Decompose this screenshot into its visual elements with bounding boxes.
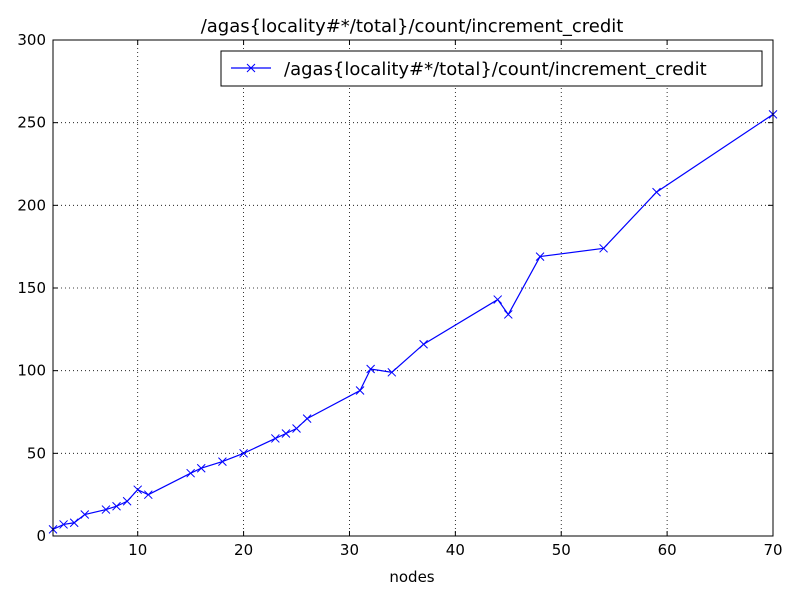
- data-point-marker: [387, 367, 397, 377]
- grid-lines: [53, 40, 773, 536]
- x-tick-label: 30: [340, 541, 359, 559]
- legend-box: [220, 50, 763, 87]
- y-tick-label: 300: [17, 31, 46, 49]
- x-tick-label: 40: [446, 541, 465, 559]
- data-point-marker: [355, 386, 365, 395]
- data-point-marker: [133, 485, 143, 495]
- x-tick-label: 70: [763, 541, 782, 559]
- data-point-marker: [652, 187, 661, 197]
- data-point-marker: [419, 339, 428, 349]
- x-tick-label: 50: [552, 541, 571, 559]
- x-tick-label: 60: [658, 541, 677, 559]
- data-point-marker: [239, 448, 248, 458]
- data-point-marker: [292, 424, 301, 433]
- axis-ticks: 10 20 30 40 50 60 70 0 50 100 150 200 250 300: [17, 31, 782, 559]
- data-point-marker: [196, 463, 206, 473]
- data-point-marker: [186, 468, 196, 478]
- data-point-marker: [270, 434, 280, 443]
- data-point-marker: [218, 457, 227, 466]
- data-series: [48, 110, 778, 534]
- y-tick-label: 100: [17, 362, 46, 380]
- x-tick-label: 20: [234, 541, 253, 559]
- y-tick-label: 200: [17, 196, 46, 214]
- data-point-marker: [599, 243, 608, 253]
- data-point-marker: [122, 496, 132, 506]
- data-point-marker: [535, 252, 545, 261]
- series-line: [52, 113, 774, 530]
- data-point-marker: [143, 490, 153, 500]
- legend-marker-sample: [246, 63, 256, 73]
- legend-entry-label: /agas{locality#*/total}/count/increment_…: [284, 59, 707, 80]
- data-point-marker: [59, 520, 68, 529]
- y-tick-label: 0: [36, 527, 46, 545]
- chart-title: /agas{locality#*/total}/count/increment_…: [201, 16, 624, 37]
- y-tick-label: 150: [17, 279, 46, 297]
- data-point-marker: [80, 510, 90, 519]
- data-point-marker: [493, 295, 503, 304]
- data-point-marker: [302, 414, 312, 423]
- data-point-marker: [101, 505, 111, 514]
- legend: /agas{locality#*/total}/count/increment_…: [220, 50, 763, 87]
- data-point-marker: [69, 518, 79, 528]
- data-point-marker: [503, 310, 513, 319]
- x-tick-label: 10: [128, 541, 147, 559]
- y-tick-label: 250: [17, 114, 46, 132]
- data-point-marker: [281, 429, 291, 438]
- data-point-marker: [112, 501, 121, 511]
- x-axis-label: nodes: [389, 568, 434, 586]
- y-tick-label: 50: [27, 444, 46, 462]
- data-point-marker: [366, 364, 376, 374]
